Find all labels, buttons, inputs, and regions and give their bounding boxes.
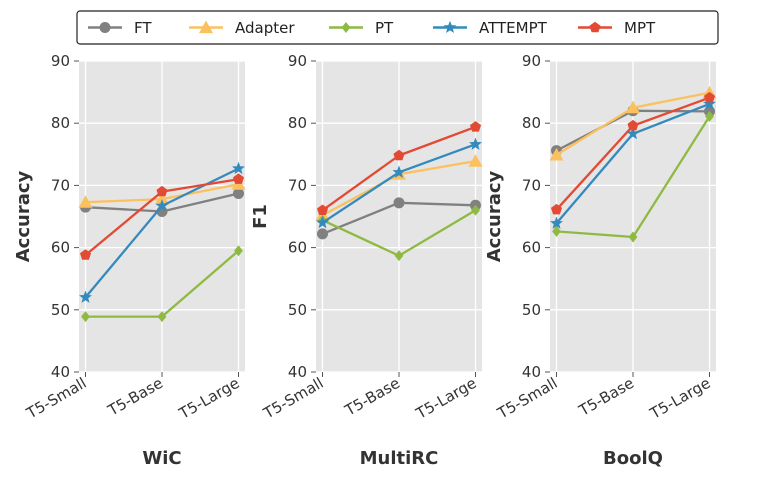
point-mpt-t5-base [393,149,405,161]
y-axis-title: F1 [250,204,271,229]
y-tick-label: 70 [288,176,307,194]
point-attempt-t5-large [703,97,716,110]
point-pt-t5-large [471,204,480,216]
point-mpt-t5-large [703,91,716,103]
legend-item-attempt: ATTEMPT [433,19,548,37]
point-mpt-t5-small [79,249,92,260]
x-tick-label: T5-Large [412,374,479,423]
y-tick-label: 60 [522,239,541,257]
point-pt-t5-base [394,250,404,262]
point-mpt-t5-small [550,203,563,215]
point-mpt-t5-base [627,119,639,131]
legend-marker-pt [341,22,351,33]
point-pt-t5-large [234,245,243,257]
legend-marker-mpt [589,21,601,33]
point-adapter-t5-base [626,100,640,114]
y-tick-label: 50 [51,301,70,319]
y-tick-label: 80 [522,114,541,132]
x-tick-label: T5-Large [646,374,713,423]
y-tick-label: 90 [51,52,70,70]
point-adapter-t5-large [468,154,483,167]
point-pt-t5-base [157,311,167,323]
legend-label-adapter: Adapter [235,19,295,37]
y-tick-label: 70 [51,176,70,194]
point-pt-t5-small [552,225,561,237]
panel-boolq: 40 50 60 70 80 90 T5-Small T5-Base T5-Large BoolQ… [484,52,717,469]
x-tick-label: T5-Small [23,374,90,423]
point-ft-t5-base [393,197,405,209]
point-attempt-t5-small [550,216,563,229]
point-mpt-t5-large [469,121,482,132]
point-attempt-t5-large [232,161,245,175]
series-pt [81,245,243,323]
legend-marker-adapter [199,20,213,34]
y-axis-title: Accuracy [13,170,34,262]
legend-marker-attempt [443,20,457,33]
y-tick-label: 80 [51,114,70,132]
y-tick-label: 40 [522,363,541,381]
x-tick-label: T5-Small [260,374,327,423]
point-ft-t5-small [317,228,328,240]
legend-item-adapter: Adapter [189,19,295,37]
y-tick-label: 50 [288,301,307,319]
y-tick-label: 90 [288,52,307,70]
x-tick-label: T5-Base [341,374,403,420]
y-tick-label: 70 [522,176,541,194]
series-attempt [316,137,482,229]
y-tick-label: 60 [51,239,70,257]
point-pt-t5-small [81,311,90,323]
point-attempt-t5-large [469,137,482,150]
legend-item-ft: FT [88,19,152,37]
y-tick-label: 40 [51,363,70,381]
y-tick-label: 80 [288,114,307,132]
series-mpt [79,173,245,260]
series-adapter [78,177,246,208]
x-tick-label: T5-Small [494,374,561,423]
legend-label-mpt: MPT [624,19,656,37]
point-adapter-t5-small [78,195,93,208]
y-tick-label: 40 [288,363,307,381]
series-attempt [79,161,245,303]
point-pt-t5-base [628,231,638,243]
legend: FT Adapter PT ATTEMPT MPT [76,10,719,45]
y-tick-label: 90 [522,52,541,70]
y-axis-title: Accuracy [484,170,505,262]
x-tick-label: T5-Base [104,374,166,420]
legend-item-mpt: MPT [578,19,656,37]
x-tick-label: T5-Base [575,374,637,420]
point-pt-t5-large [705,110,714,122]
point-mpt-t5-base [156,185,168,197]
legend-marker-ft [99,22,111,33]
point-adapter-t5-small [549,147,564,161]
point-attempt-t5-small [316,215,329,229]
x-axis-title: MultiRC [360,448,439,469]
point-attempt-t5-base [155,199,169,212]
series-mpt [550,91,716,215]
legend-item-pt: PT [329,19,394,37]
legend-frame [76,10,719,45]
y-tick-label: 50 [522,301,541,319]
point-attempt-t5-small [79,290,92,303]
point-mpt-t5-small [316,204,329,215]
x-axis-title: WiC [142,448,181,469]
x-tick-label: T5-Large [175,374,242,423]
point-mpt-t5-large [232,173,245,184]
legend-label-ft: FT [134,19,152,37]
point-attempt-t5-base [626,126,640,140]
point-attempt-t5-base [392,165,406,178]
point-adapter-t5-base [155,192,169,205]
series-attempt [550,97,716,229]
panel-wic: 40 50 60 70 80 90 T5-Small T5-Base T5-Large WiC Ac… [13,52,246,469]
panel-multirc: 40 50 60 70 80 90 T5-Small T5-Base T5-Large Multi… [250,52,483,469]
series-pt [552,110,714,243]
series-mpt [316,121,482,215]
legend-label-attempt: ATTEMPT [479,19,548,37]
legend-label-pt: PT [375,19,394,37]
point-ft-t5-large [233,187,244,199]
y-tick-label: 60 [288,239,307,257]
x-axis-title: BoolQ [603,448,663,469]
